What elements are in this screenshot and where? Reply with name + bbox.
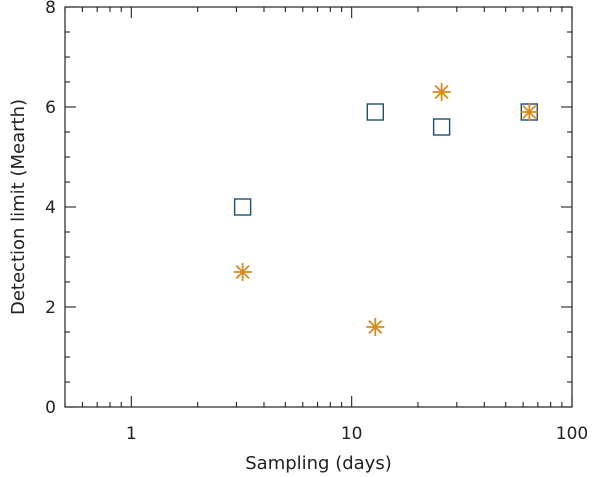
- x-tick-label: 1: [126, 424, 137, 444]
- y-tick-label: 0: [45, 398, 56, 418]
- axis-ticks: [64, 6, 573, 408]
- asterisk-stroke: [522, 104, 537, 120]
- axis-tick-labels: 1 10 100 0 2 4 6 8: [45, 0, 588, 444]
- data-point-asterisk: [233, 263, 252, 281]
- data-points: [233, 83, 539, 336]
- y-tick-label: 6: [45, 98, 56, 118]
- data-point-square: [366, 103, 384, 121]
- y-tick-label: 8: [45, 0, 56, 18]
- asterisk-stroke: [235, 264, 250, 280]
- asterisk-stroke: [434, 84, 449, 100]
- data-point-asterisk: [366, 318, 385, 336]
- data-point-asterisk: [520, 103, 539, 121]
- data-point-asterisk: [432, 83, 451, 101]
- y-tick-label: 2: [45, 298, 56, 318]
- data-point-square: [432, 118, 451, 136]
- x-tick-label: 10: [341, 424, 363, 444]
- x-tick-label: 100: [556, 424, 588, 444]
- asterisk-stroke: [368, 319, 383, 335]
- plot-frame: [64, 6, 573, 408]
- y-axis-title: Detection limit (Mearth): [8, 99, 29, 315]
- y-tick-label: 4: [45, 198, 56, 218]
- x-axis-title: Sampling (days): [245, 453, 392, 474]
- data-point-square: [233, 198, 252, 216]
